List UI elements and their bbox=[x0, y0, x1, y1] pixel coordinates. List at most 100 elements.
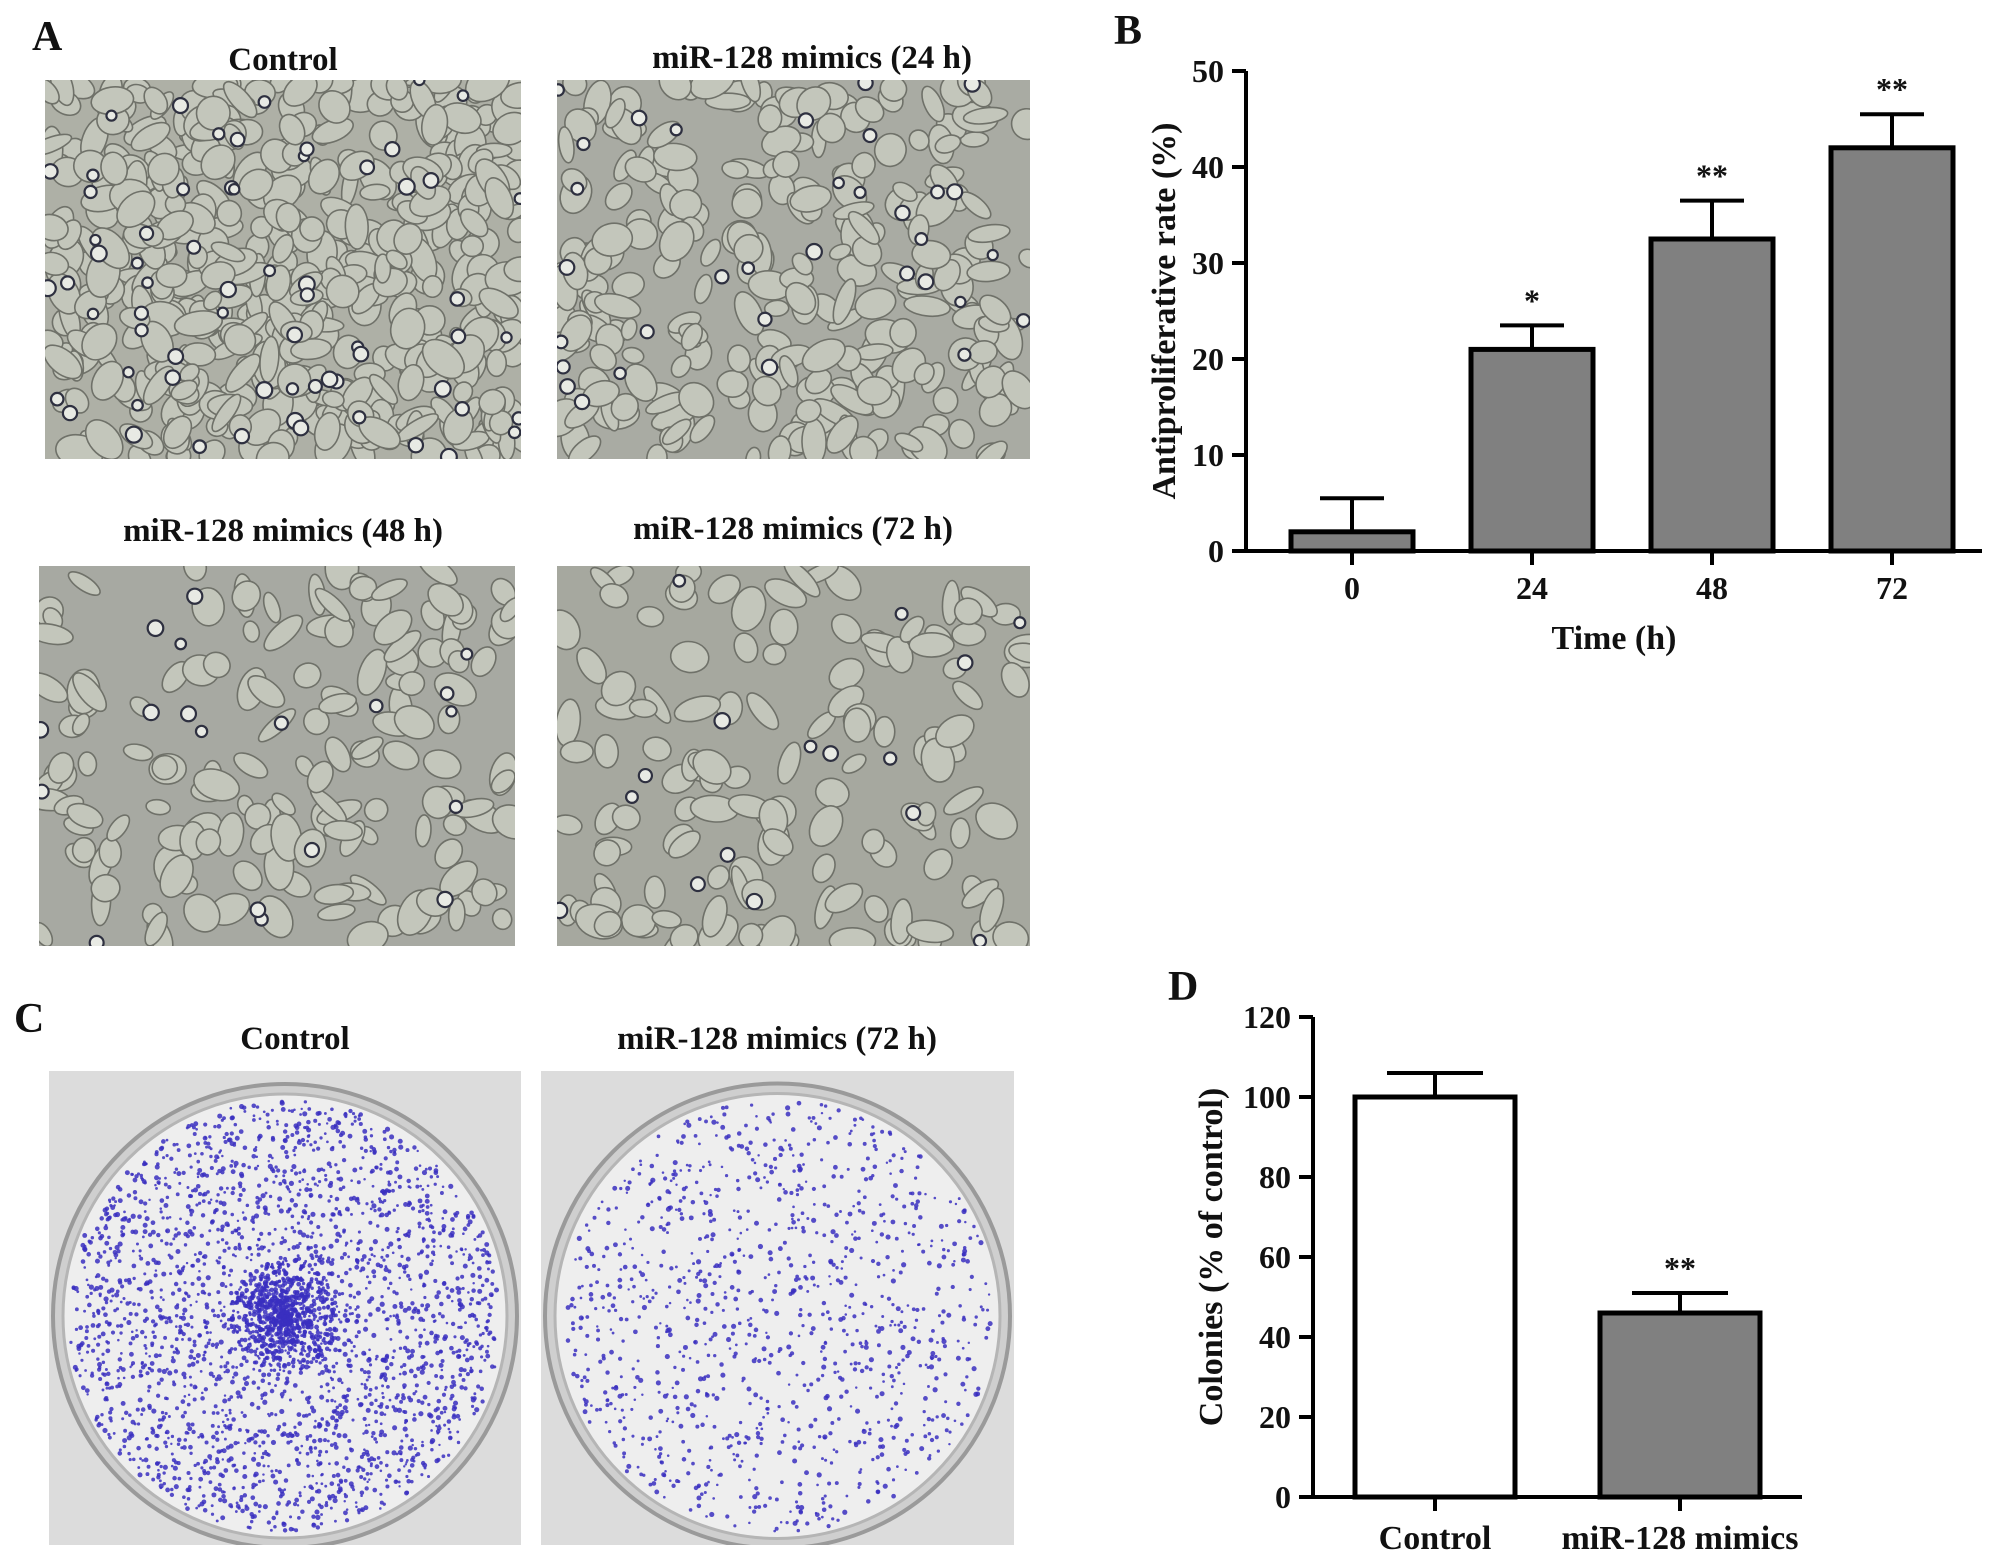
colony bbox=[257, 1504, 262, 1509]
colony bbox=[217, 1113, 223, 1119]
colony bbox=[806, 1388, 810, 1393]
colony bbox=[257, 1138, 261, 1142]
colony bbox=[282, 1260, 285, 1263]
colony bbox=[427, 1412, 433, 1418]
colony bbox=[344, 1115, 348, 1119]
rounded-cell bbox=[433, 379, 452, 398]
colony bbox=[710, 1232, 716, 1238]
rounded-cell bbox=[83, 184, 98, 200]
colony bbox=[176, 1303, 180, 1307]
colony bbox=[237, 1231, 241, 1236]
colony bbox=[257, 1291, 263, 1297]
colony bbox=[223, 1468, 229, 1473]
colony bbox=[337, 1292, 342, 1296]
colony bbox=[334, 1418, 339, 1423]
colony bbox=[462, 1253, 466, 1256]
colony bbox=[97, 1361, 103, 1367]
colony bbox=[612, 1185, 618, 1191]
colony bbox=[490, 1364, 495, 1369]
colony bbox=[309, 1143, 313, 1147]
colony bbox=[284, 1227, 288, 1231]
colony bbox=[359, 1402, 364, 1407]
colony bbox=[172, 1142, 177, 1147]
colony bbox=[392, 1208, 396, 1212]
colony bbox=[181, 1297, 187, 1302]
colony bbox=[306, 1139, 310, 1143]
colony bbox=[230, 1316, 235, 1322]
colony bbox=[900, 1310, 904, 1314]
colony bbox=[275, 1297, 280, 1302]
colony bbox=[589, 1251, 595, 1257]
colony bbox=[435, 1415, 441, 1421]
colony bbox=[279, 1099, 285, 1105]
colony bbox=[481, 1253, 485, 1257]
colony bbox=[299, 1341, 304, 1346]
colony bbox=[220, 1170, 225, 1175]
colony bbox=[120, 1230, 124, 1233]
colony bbox=[325, 1332, 331, 1338]
colony bbox=[274, 1469, 278, 1473]
colony bbox=[342, 1394, 348, 1399]
colony bbox=[147, 1279, 153, 1284]
colony bbox=[588, 1297, 594, 1302]
colony bbox=[263, 1207, 268, 1212]
colony bbox=[580, 1384, 584, 1389]
colony bbox=[211, 1411, 216, 1415]
colony bbox=[606, 1207, 611, 1212]
colony bbox=[352, 1344, 356, 1348]
colony bbox=[357, 1114, 361, 1118]
cell bbox=[193, 768, 241, 802]
colony bbox=[290, 1225, 295, 1230]
colony bbox=[852, 1117, 857, 1122]
colony bbox=[150, 1220, 156, 1226]
colony bbox=[367, 1457, 370, 1461]
y-tick-label: 20 bbox=[1192, 341, 1224, 377]
colony bbox=[143, 1201, 148, 1206]
colony bbox=[184, 1430, 189, 1435]
colony bbox=[187, 1229, 193, 1235]
colony bbox=[296, 1192, 301, 1197]
colony bbox=[200, 1289, 206, 1295]
colony bbox=[406, 1459, 409, 1462]
colony bbox=[348, 1363, 353, 1369]
colony bbox=[290, 1214, 295, 1219]
colony bbox=[189, 1303, 193, 1307]
cell bbox=[313, 411, 341, 451]
colony bbox=[256, 1247, 261, 1251]
colony bbox=[582, 1409, 588, 1415]
colony bbox=[467, 1258, 471, 1262]
colony bbox=[337, 1377, 343, 1383]
colony bbox=[269, 1320, 273, 1325]
colony bbox=[957, 1197, 961, 1201]
colony bbox=[259, 1306, 265, 1312]
colony bbox=[268, 1362, 271, 1366]
colony bbox=[290, 1337, 296, 1343]
colony bbox=[286, 1326, 290, 1331]
rounded-cell bbox=[862, 128, 878, 144]
colony bbox=[256, 1164, 260, 1168]
colony bbox=[323, 1340, 328, 1346]
colony bbox=[148, 1354, 151, 1358]
colony bbox=[439, 1301, 444, 1307]
colony bbox=[107, 1432, 111, 1437]
colony bbox=[619, 1268, 623, 1271]
colony bbox=[381, 1201, 385, 1204]
colony bbox=[114, 1256, 117, 1260]
colony bbox=[823, 1436, 827, 1440]
colony bbox=[391, 1188, 395, 1193]
colony bbox=[368, 1220, 373, 1225]
colony bbox=[242, 1413, 247, 1419]
colony bbox=[285, 1134, 290, 1139]
colony bbox=[416, 1310, 421, 1315]
colony bbox=[229, 1131, 234, 1136]
colony bbox=[272, 1270, 277, 1275]
colony bbox=[109, 1406, 114, 1412]
colony bbox=[144, 1335, 148, 1339]
colony bbox=[202, 1470, 207, 1476]
colony bbox=[379, 1167, 383, 1171]
colony bbox=[202, 1461, 206, 1465]
colony bbox=[89, 1291, 93, 1296]
colony bbox=[366, 1370, 371, 1375]
colony bbox=[248, 1322, 253, 1328]
colony bbox=[181, 1371, 187, 1377]
